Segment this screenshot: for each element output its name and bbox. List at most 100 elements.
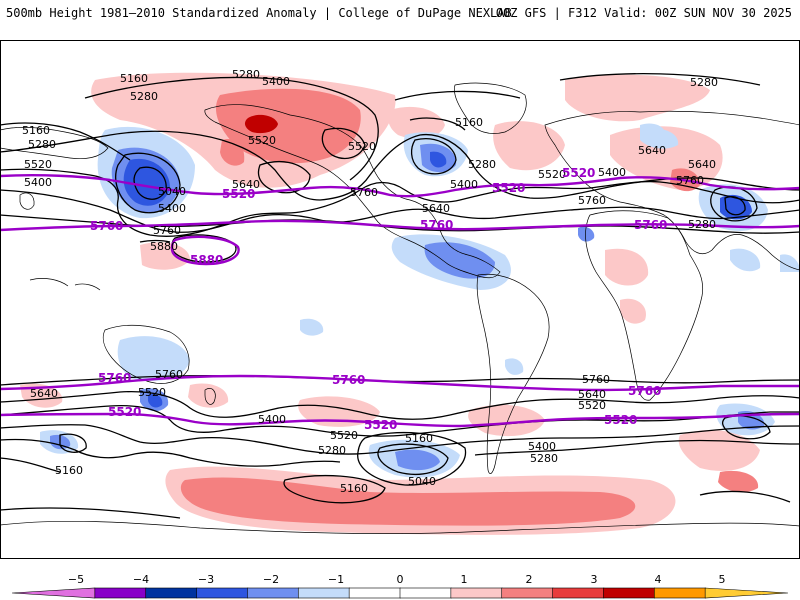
colorbar-tick-label: 1 [461, 573, 468, 586]
contour-5520-north [0, 168, 800, 237]
height-label: 5520 [138, 386, 166, 399]
reference-label: 5760 [420, 218, 453, 232]
height-label: 5280 [690, 76, 718, 89]
height-label: 5520 [248, 134, 276, 147]
positive-anomaly-antarctic-core [180, 477, 636, 526]
height-label: 5160 [120, 72, 148, 85]
colorbar-tick-label: 2 [526, 573, 533, 586]
colorbar-swatch [11, 587, 96, 599]
positive-anomaly-sw-atl [20, 383, 63, 408]
reference-label: 5760 [98, 371, 131, 385]
height-label: 5400 [262, 75, 290, 88]
height-label: 5400 [450, 178, 478, 191]
colorbar-swatch [653, 587, 706, 599]
reference-label: 5760 [332, 373, 365, 387]
colorbar-swatch [145, 587, 198, 599]
coastline-greenland [454, 82, 527, 134]
negative-anomaly-africa [730, 248, 761, 272]
positive-anomaly-antarctic-small [718, 470, 759, 493]
height-label: 5400 [158, 202, 186, 215]
negative-anomaly-caspian-core [720, 194, 752, 220]
coastline-australia [102, 324, 190, 384]
map-title: 500mb Height 1981–2010 Standardized Anom… [6, 6, 512, 20]
positive-anomaly-hudson [388, 106, 445, 139]
height-label: 5160 [340, 482, 368, 495]
height-label: 5640 [578, 388, 606, 401]
height-label: 5040 [158, 185, 186, 198]
contour-low-caspian-inner [724, 196, 746, 216]
reference-lines [0, 174, 800, 428]
coastline-new-zealand [204, 388, 216, 405]
height-label: 5760 [578, 194, 606, 207]
contour-5640-south [0, 390, 800, 420]
colorbar-swatch [552, 587, 605, 599]
negative-anomaly-central-pac [300, 318, 324, 336]
negative-anomaly-australia-core [148, 394, 163, 408]
reference-label: 5760 [628, 384, 661, 398]
contour-5400-south [0, 424, 800, 455]
height-label: 5040 [408, 475, 436, 488]
contour-5520-canada [321, 127, 366, 159]
colorbar-swatch [297, 587, 350, 599]
negative-anomaly-south-america [505, 358, 524, 375]
height-label: 5640 [232, 178, 260, 191]
colorbar-swatch [348, 587, 401, 599]
reference-line-5520-north [0, 174, 800, 198]
coastline-eurasia [544, 110, 800, 271]
height-label: 5160 [55, 464, 83, 477]
height-label: 5280 [688, 218, 716, 231]
reference-label: 5760 [90, 219, 123, 233]
negative-anomaly-mongolia [640, 123, 665, 138]
positive-anomaly-india [620, 298, 646, 324]
colorbar-tick-label: −4 [133, 573, 149, 586]
contour-5640-north [0, 189, 800, 233]
height-label: 5280 [232, 68, 260, 81]
reference-label-group: 5520 5760 5880 5520 5760 5520 5760 5760 … [90, 166, 667, 432]
colorbar-swatch [603, 587, 656, 599]
height-label: 5520 [578, 399, 606, 412]
contour-5160-loop [357, 431, 467, 486]
contour-5040-south [377, 443, 449, 475]
contour-low-gulf-alaska-inner [133, 166, 167, 200]
height-label: 5760 [155, 368, 183, 381]
reference-label: 5520 [492, 181, 525, 195]
colorbar-tick-label: 0 [397, 573, 404, 586]
reference-line-5880-loop [170, 235, 240, 266]
contour-low-gulf-alaska [115, 152, 181, 214]
reference-label: 5520 [364, 418, 397, 432]
height-label: 5400 [528, 440, 556, 453]
height-contour-label-group: 5280 5400 5160 5280 5520 5040 5400 5640 … [22, 68, 718, 495]
coastline-eurasia-west [0, 127, 109, 160]
height-label: 5280 [130, 90, 158, 103]
contour-5040-antarctic [283, 474, 386, 504]
colorbar-ticks: −5 −4 −3 −2 −1 0 1 2 3 4 5 [68, 573, 726, 586]
height-label: 5280 [318, 444, 346, 457]
contour-antarctic-high [0, 490, 791, 519]
height-label: 5640 [422, 202, 450, 215]
coastline-south-america [476, 273, 550, 474]
positive-anomaly-southpac [298, 396, 380, 427]
coastline-indonesia [29, 278, 101, 291]
colorbar-swatch [399, 587, 452, 599]
colorbar-swatch [94, 587, 147, 599]
height-label: 5760 [582, 373, 610, 386]
positive-anomaly-atlantic [493, 121, 565, 171]
colorbar-swatch [704, 587, 789, 599]
reference-label: 5520 [108, 405, 141, 419]
colorbar-swatch [196, 587, 249, 599]
colorbar-tick-label: −5 [68, 573, 84, 586]
height-label: 5400 [24, 176, 52, 189]
coastline-antarctica [0, 520, 800, 534]
colorbar-tick-label: 4 [655, 573, 662, 586]
colorbar-tick-label: −2 [263, 573, 279, 586]
colorbar-tick-label: −1 [328, 573, 344, 586]
contour-5520-south [0, 404, 800, 437]
contour-5280-south [0, 438, 800, 467]
colorbar-swatches [11, 587, 789, 599]
reference-label: 5520 [604, 413, 637, 427]
negative-anomaly-australia [117, 336, 190, 381]
height-label: 5520 [538, 168, 566, 181]
map-canvas: 5280 5400 5160 5280 5520 5040 5400 5640 … [0, 40, 800, 559]
positive-anomaly-npac-max [244, 114, 278, 134]
contour-low-hudson [410, 138, 457, 175]
